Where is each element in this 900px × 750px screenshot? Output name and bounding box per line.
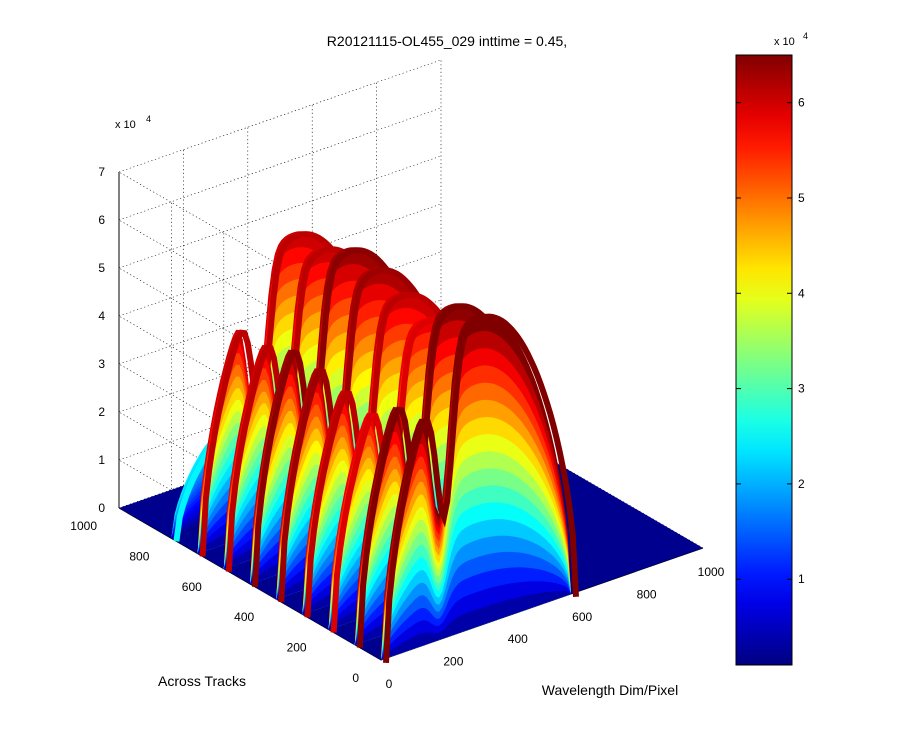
chart-title: R20121115-OL455_029 inttime = 0.45, xyxy=(327,33,567,49)
z-tick-label: 7 xyxy=(98,165,105,179)
x-axis-label: Wavelength Dim/Pixel xyxy=(542,682,678,698)
colorbar-tick-label: 5 xyxy=(798,191,805,205)
x-tick-label: 200 xyxy=(443,655,463,669)
y-tick-label: 800 xyxy=(129,549,149,563)
band-0 xyxy=(381,313,579,664)
colorbar-tick-label: 1 xyxy=(798,572,805,586)
colorbar-exponent: x 10 xyxy=(774,36,795,48)
x-tick-label: 1000 xyxy=(698,565,725,579)
colorbar-tick-label: 6 xyxy=(798,96,805,110)
z-tick-label: 1 xyxy=(98,453,105,467)
z-exponent-power: 4 xyxy=(146,114,151,124)
z-tick-label: 4 xyxy=(98,309,105,323)
y-tick-label: 400 xyxy=(234,610,254,624)
z-tick-label: 3 xyxy=(98,357,105,371)
z-tick-label: 5 xyxy=(98,261,105,275)
x-tick-label: 800 xyxy=(637,587,657,601)
y-tick-label: 600 xyxy=(182,580,202,594)
z-exponent: x 10 xyxy=(115,119,136,131)
colorbar-exponent-power: 4 xyxy=(803,31,808,41)
colorbar-tick-label: 2 xyxy=(798,477,805,491)
x-tick-label: 600 xyxy=(572,610,592,624)
x-tick-label: 400 xyxy=(508,632,528,646)
y-tick-label: 200 xyxy=(287,641,307,655)
y-tick-label: 1000 xyxy=(70,519,97,533)
axes-labels: 0200400600800100002004006008001000012345… xyxy=(70,114,724,691)
z-tick-label: 0 xyxy=(98,501,105,515)
y-tick-label: 0 xyxy=(352,671,359,685)
colorbar-tick-label: 3 xyxy=(798,382,805,396)
colorbar-tick-label: 4 xyxy=(798,286,805,300)
y-axis-label: Across Tracks xyxy=(158,673,246,689)
z-tick-label: 2 xyxy=(98,405,105,419)
surface xyxy=(119,231,703,664)
z-tick-label: 6 xyxy=(98,213,105,227)
colorbar-gradient xyxy=(735,54,793,666)
x-tick-label: 0 xyxy=(386,677,393,691)
colorbar: 1 2 3 4 5 6 x 10 4 xyxy=(735,31,808,666)
